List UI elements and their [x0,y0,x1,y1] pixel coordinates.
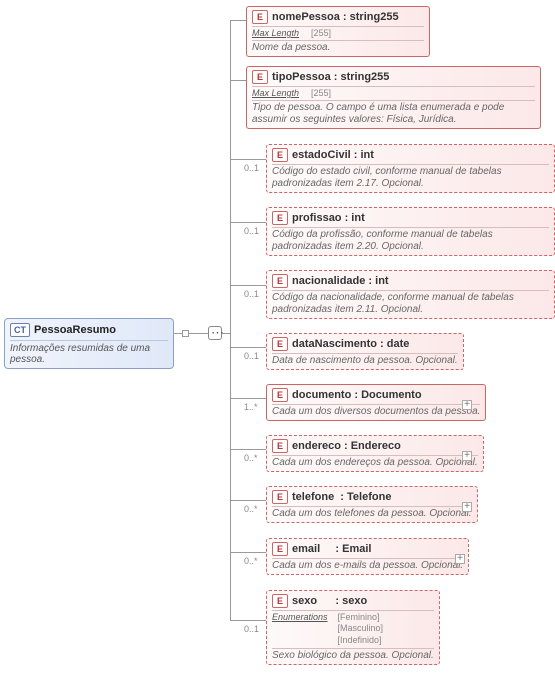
facet-label: Enumerations [272,612,328,646]
e-badge: E [272,388,288,402]
e-badge: E [252,10,268,24]
expand-icon[interactable]: + [462,451,472,461]
ct-badge: CT [10,323,30,337]
cardinality: 0..1 [244,624,259,634]
expand-icon[interactable]: + [455,554,465,564]
element-desc: Código do estado civil, conforme manual … [272,164,549,190]
element-head: sexo : sexo [292,595,367,607]
facet-value: [255] [311,28,331,38]
enum-value: [Feminino] [338,612,384,623]
cardinality: 0..* [244,556,258,566]
element-nacionalidade: Enacionalidade : int Código da nacionali… [266,270,555,319]
element-telefone: Etelefone : Telefone Cada um dos telefon… [266,486,478,523]
element-nomePessoa: EnomePessoa : string255 Max Length[255] … [246,6,430,57]
element-desc: Cada um dos telefones da pessoa. Opciona… [272,506,472,520]
element-head: nacionalidade : int [292,275,389,287]
facet-label: Max Length [252,28,299,38]
element-profissao: Eprofissao : int Código da profissão, co… [266,207,555,256]
e-badge: E [272,211,288,225]
element-documento: Edocumento : Documento Cada um dos diver… [266,384,486,421]
element-endereco: Eendereco : Endereco Cada um dos endereç… [266,435,484,472]
element-head: endereco : Endereco [292,440,401,452]
cardinality: 0..* [244,453,258,463]
e-badge: E [272,337,288,351]
e-badge: E [272,490,288,504]
element-desc: Data de nascimento da pessoa. Opcional. [272,353,458,367]
cardinality: 0..* [244,504,258,514]
cardinality: 0..1 [244,351,259,361]
complex-type-name: PessoaResumo [34,324,116,336]
enum-value: [Indefinido] [338,635,384,646]
element-desc: Nome da pessoa. [252,40,424,54]
element-sexo: Esexo : sexo Enumerations [Feminino] [Ma… [266,590,440,665]
element-head: estadoCivil : int [292,149,374,161]
cardinality: 1..* [244,402,258,412]
element-desc: Cada um dos e-mails da pessoa. Opcional. [272,558,463,572]
cardinality: 0..1 [244,163,259,173]
element-desc: Tipo de pessoa. O campo é uma lista enum… [252,100,535,126]
enum-value: [Masculino] [338,623,384,634]
element-dataNascimento: EdataNascimento : date Data de nasciment… [266,333,464,370]
sequence-icon [208,326,222,340]
element-head: dataNascimento : date [292,338,409,350]
complex-type-box: CT PessoaResumo Informações resumidas de… [4,318,174,369]
facet-value: [255] [311,88,331,98]
element-head: profissao : int [292,212,365,224]
e-badge: E [272,542,288,556]
e-badge: E [272,148,288,162]
cardinality: 0..1 [244,226,259,236]
e-badge: E [252,70,268,84]
element-desc: Código da nacionalidade, conforme manual… [272,290,549,316]
complex-type-header: CT PessoaResumo [10,323,168,337]
enum-values: [Feminino] [Masculino] [Indefinido] [338,612,384,646]
element-desc: Código da profissão, conforme manual de … [272,227,549,253]
element-head: documento : Documento [292,389,422,401]
element-email: Eemail : Email Cada um dos e-mails da pe… [266,538,469,575]
cardinality: 0..1 [244,289,259,299]
element-estadoCivil: EestadoCivil : int Código do estado civi… [266,144,555,193]
element-head: telefone : Telefone [292,491,391,503]
e-badge: E [272,594,288,608]
element-head: tipoPessoa : string255 [272,71,389,83]
e-badge: E [272,439,288,453]
element-head: nomePessoa : string255 [272,11,399,23]
facet-label: Max Length [252,88,299,98]
expand-icon[interactable]: + [462,502,472,512]
element-desc: Cada um dos diversos documentos da pesso… [272,404,480,418]
element-tipoPessoa: EtipoPessoa : string255 Max Length[255] … [246,66,541,129]
e-badge: E [272,274,288,288]
element-desc: Sexo biológico da pessoa. Opcional. [272,648,434,662]
element-desc: Cada um dos endereços da pessoa. Opciona… [272,455,478,469]
complex-type-desc: Informações resumidas de uma pessoa. [10,340,168,365]
element-head: email : Email [292,543,371,555]
expand-icon[interactable]: + [462,400,472,410]
